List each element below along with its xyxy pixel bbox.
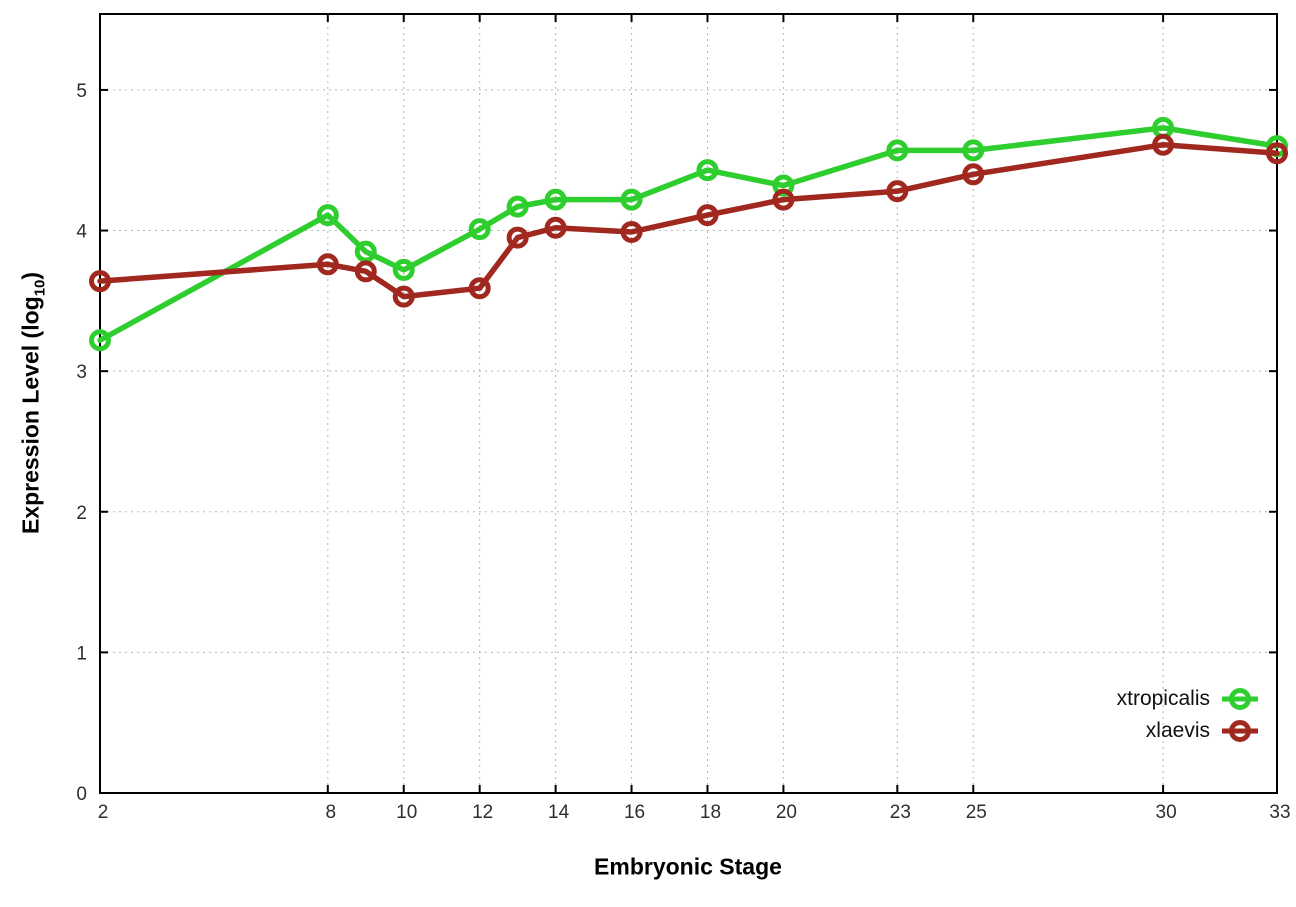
data-point-xtropicalis — [544, 188, 567, 211]
data-point-xtropicalis — [886, 139, 909, 162]
data-point-xtropicalis — [354, 240, 377, 263]
data-point-xtropicalis — [506, 195, 529, 218]
x-tick-label: 12 — [472, 802, 493, 823]
x-tick-label: 16 — [624, 802, 645, 823]
x-tick-label: 33 — [1269, 802, 1290, 823]
x-tick-label: 8 — [326, 802, 337, 823]
y-tick-label: 2 — [76, 503, 87, 524]
data-point-xlaevis — [89, 270, 111, 293]
data-point-xlaevis — [772, 188, 795, 211]
legend-item-xtropicalis: xtropicalis — [1117, 684, 1260, 714]
data-point-xtropicalis — [468, 218, 491, 241]
x-tick-label: 14 — [548, 802, 570, 823]
plot-border — [99, 13, 1278, 794]
x-tick-label: 10 — [396, 802, 417, 823]
data-point-xlaevis — [886, 180, 909, 203]
y-tick-label: 1 — [76, 643, 87, 664]
legend-label-xtropicalis: xtropicalis — [1116, 687, 1210, 710]
data-point-xlaevis — [392, 285, 415, 308]
data-point-xlaevis — [1266, 142, 1288, 165]
legend-label-xlaevis: xlaevis — [1145, 719, 1210, 742]
data-point-xlaevis — [1152, 133, 1175, 156]
data-point-xlaevis — [696, 204, 719, 227]
x-tick-label: 23 — [890, 802, 911, 823]
series-line-xtropicalis — [97, 125, 1280, 343]
y-axis-title-subscript: 10 — [31, 279, 49, 297]
x-tick-label: 30 — [1156, 802, 1177, 823]
data-point-xtropicalis — [696, 159, 719, 182]
legend-marker-xtropicalis-icon — [1222, 688, 1258, 710]
data-point-xtropicalis — [962, 139, 985, 162]
legend: xtropicalis xlaevis — [1117, 684, 1260, 746]
x-axis-title: Embryonic Stage — [594, 853, 782, 880]
data-point-xlaevis — [354, 260, 377, 283]
data-point-xtropicalis — [772, 174, 795, 197]
data-point-xlaevis — [544, 216, 567, 239]
legend-item-xlaevis: xlaevis — [1117, 716, 1260, 746]
data-point-xlaevis — [506, 226, 529, 249]
data-point-xlaevis — [468, 277, 491, 300]
x-tick-label: 18 — [700, 802, 721, 823]
y-tick-label: 4 — [76, 222, 87, 243]
y-tick-label: 5 — [76, 81, 87, 102]
y-axis-title-suffix: ) — [17, 271, 44, 280]
x-tick-label: 2 — [98, 802, 109, 823]
y-tick-label: 3 — [76, 362, 87, 383]
data-point-xlaevis — [962, 163, 985, 186]
x-tick-label: 25 — [966, 802, 987, 823]
y-axis-title-text: Expression Level (log — [17, 296, 44, 535]
data-point-xlaevis — [620, 220, 643, 243]
y-tick-label: 0 — [76, 784, 87, 805]
data-point-xtropicalis — [620, 188, 643, 211]
series-line-xlaevis — [97, 142, 1280, 300]
x-tick-label: 20 — [776, 802, 797, 823]
data-point-xtropicalis — [316, 204, 339, 227]
y-axis-title: Expression Level (log10) — [18, 272, 49, 534]
data-point-xtropicalis — [89, 329, 111, 352]
data-point-xtropicalis — [392, 258, 415, 281]
data-point-xlaevis — [316, 253, 339, 276]
legend-marker-xlaevis-icon — [1222, 720, 1258, 742]
